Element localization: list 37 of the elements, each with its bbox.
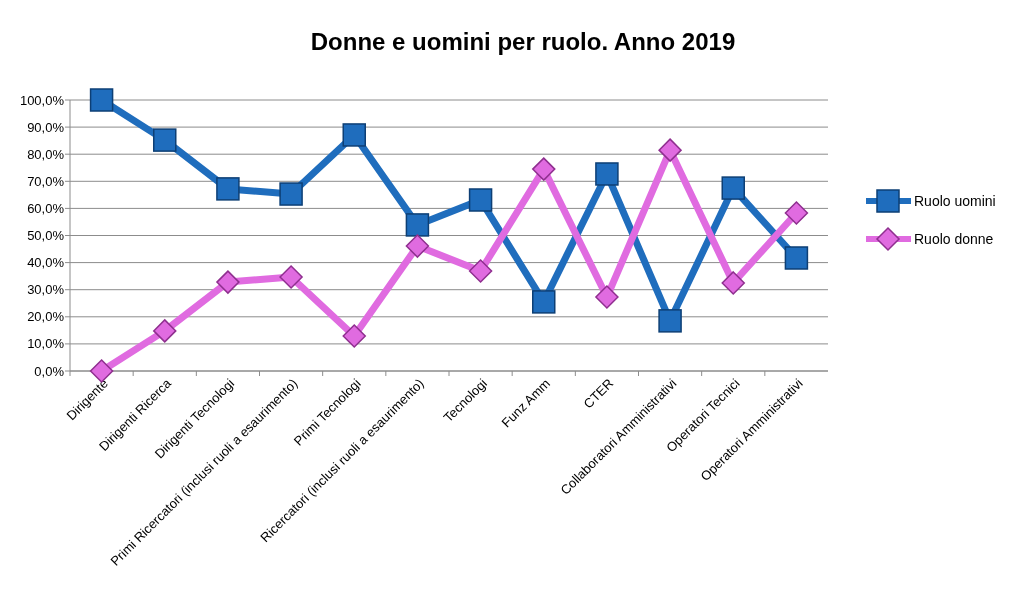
point [595,162,619,186]
point [658,138,682,162]
point [279,182,303,206]
point [216,270,240,294]
point [468,259,493,283]
legend-label: Ruolo uomini [914,192,996,209]
y-tick-label: 80,0% [27,146,65,162]
point [89,88,114,112]
point [405,234,430,258]
y-tick-label: 70,0% [27,173,65,189]
point [721,176,745,200]
point [658,309,682,333]
legend-label: Ruolo donne [914,230,994,247]
point [784,246,809,270]
y-tick-label: 40,0% [27,255,65,271]
point [532,290,556,314]
y-tick-label: 50,0% [27,228,65,244]
point [342,324,366,348]
point [216,177,240,201]
y-tick-label: 90,0% [27,119,65,135]
y-tick-label: 0,0% [34,363,65,379]
y-tick-label: 20,0% [27,309,65,325]
y-tick-label: 10,0% [27,336,65,352]
y-tick-label: 100,0% [19,92,65,108]
point [153,128,177,152]
y-tick-label: 30,0% [27,282,65,298]
chart-title: Donne e uomini per ruolo. Anno 2019 [310,28,736,55]
point [279,265,303,289]
y-tick-label: 60,0% [27,200,65,216]
point [342,123,366,147]
point [153,319,177,343]
point [595,285,619,309]
point [405,213,430,237]
point [468,188,493,212]
point [532,157,556,181]
point [721,271,745,295]
point [784,201,809,225]
